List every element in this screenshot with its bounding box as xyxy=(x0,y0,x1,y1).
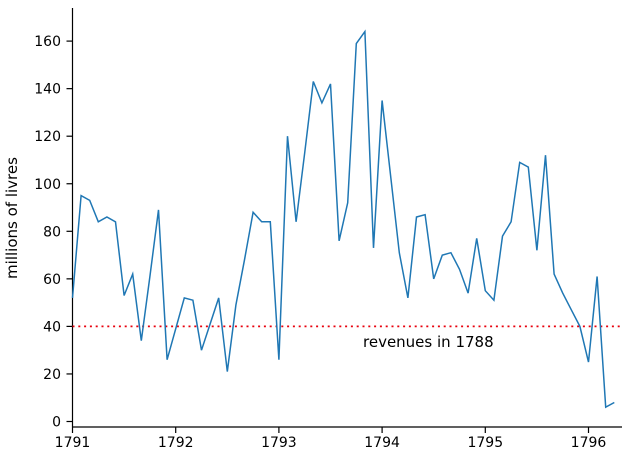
y-axis-title: millions of livres xyxy=(3,157,21,279)
y-axis: 0 20 40 60 80 100 120 140 160 xyxy=(34,34,73,431)
reference-line-annotation: revenues in 1788 xyxy=(363,333,494,351)
x-tick-label: 1795 xyxy=(467,435,503,451)
y-tick-label: 120 xyxy=(34,129,61,145)
x-tick-label: 1792 xyxy=(158,435,194,451)
y-tick-label: 140 xyxy=(34,82,61,98)
x-tick-label: 1794 xyxy=(364,435,400,451)
y-tick-label: 100 xyxy=(34,177,61,193)
y-tick-label: 20 xyxy=(43,367,61,383)
y-tick-label: 80 xyxy=(43,224,61,240)
x-tick-label: 1796 xyxy=(571,435,607,451)
y-tick-label: 160 xyxy=(34,34,61,50)
y-tick-label: 0 xyxy=(52,415,61,431)
y-tick-label: 60 xyxy=(43,272,61,288)
revenue-data-line xyxy=(71,29,615,409)
x-tick-label: 1793 xyxy=(261,435,297,451)
y-tick-label: 40 xyxy=(43,319,61,335)
x-tick-label: 1791 xyxy=(55,435,91,451)
x-axis: 1791 1792 1793 1794 1795 1796 xyxy=(55,427,607,451)
